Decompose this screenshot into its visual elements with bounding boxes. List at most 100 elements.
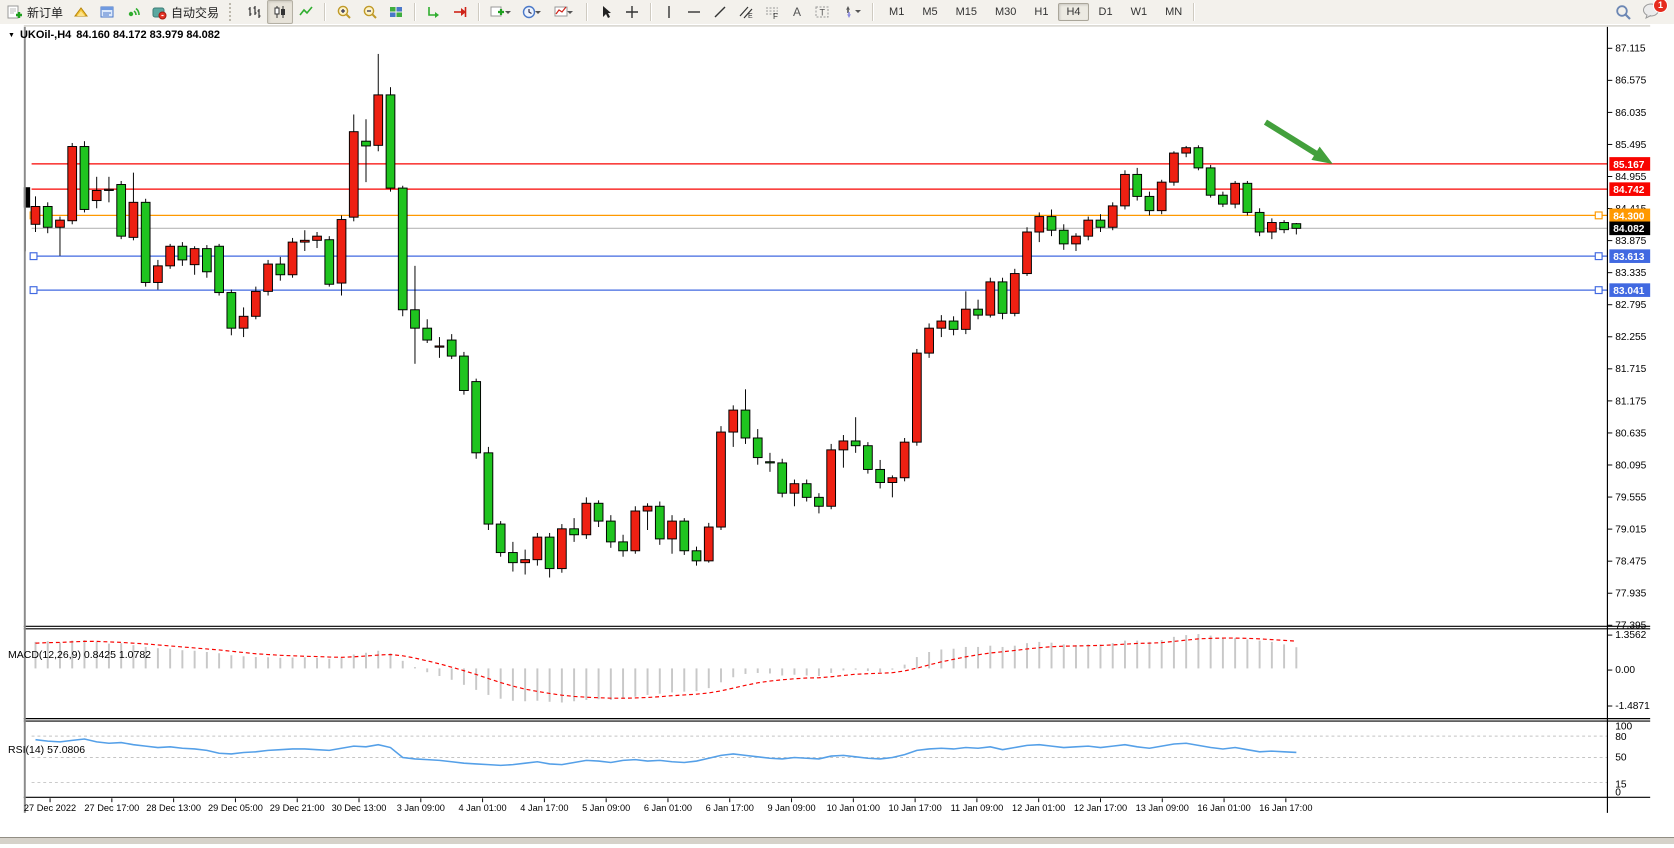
candle-up bbox=[789, 483, 800, 494]
line-handle[interactable] bbox=[1594, 211, 1603, 220]
horizontal-line-button[interactable] bbox=[681, 0, 707, 24]
chart-canvas[interactable]: 87.11586.57586.03585.49584.95584.41583.8… bbox=[0, 24, 1674, 843]
vertical-line-button[interactable] bbox=[657, 0, 681, 24]
toolbar-separator bbox=[650, 3, 653, 21]
periods-button[interactable] bbox=[517, 0, 549, 24]
candle-down bbox=[569, 528, 579, 536]
timeframe-W1[interactable]: W1 bbox=[1130, 6, 1148, 18]
market-watch-button[interactable] bbox=[68, 0, 94, 24]
candle-down bbox=[863, 445, 873, 470]
status-strip bbox=[0, 837, 1674, 844]
candle-down bbox=[850, 440, 861, 447]
toolbar-separator bbox=[586, 3, 589, 21]
chevron-down-icon[interactable]: ▼ bbox=[8, 31, 15, 39]
price-badge bbox=[1609, 221, 1651, 236]
svg-text:A: A bbox=[793, 5, 801, 19]
time-tick-label: 29 Dec 21:00 bbox=[270, 803, 325, 813]
indicators-button[interactable] bbox=[485, 0, 517, 24]
timeframe-M15[interactable]: M15 bbox=[955, 6, 977, 18]
arrow-annotation[interactable] bbox=[1263, 119, 1333, 165]
new-order-label: 新订单 bbox=[27, 5, 64, 20]
bar-chart-button[interactable] bbox=[241, 0, 267, 24]
timeframe-MN[interactable]: MN bbox=[1165, 6, 1183, 18]
candle-up bbox=[104, 188, 114, 191]
zoom-out-button[interactable] bbox=[357, 0, 383, 24]
timeframe-M5[interactable]: M5 bbox=[922, 6, 938, 18]
candle-down bbox=[654, 505, 665, 540]
arrows-button[interactable] bbox=[835, 0, 867, 24]
auto-scroll-button[interactable] bbox=[421, 0, 447, 24]
time-tick-label: 27 Dec 2022 bbox=[24, 803, 76, 813]
line-handle[interactable] bbox=[29, 252, 38, 261]
navigator-button[interactable] bbox=[120, 0, 146, 24]
candle-up bbox=[520, 559, 530, 564]
candle-up bbox=[165, 245, 175, 267]
candle-up bbox=[348, 131, 359, 218]
candle-down bbox=[973, 308, 983, 316]
templates-button[interactable] bbox=[549, 0, 581, 24]
zoom-out-icon bbox=[363, 5, 377, 19]
time-axis[interactable]: 27 Dec 2022 27 Dec 17:00 28 Dec 13:00 29 De… bbox=[24, 798, 1313, 813]
new-order-button[interactable]: 新订单 bbox=[2, 0, 68, 24]
fibonacci-button[interactable]: F bbox=[759, 0, 785, 24]
candle-down bbox=[997, 281, 1008, 314]
candle-up bbox=[1071, 235, 1081, 245]
candle-down bbox=[214, 245, 224, 294]
timeframe-D1[interactable]: D1 bbox=[1098, 6, 1113, 18]
line-handle[interactable] bbox=[29, 286, 38, 295]
candle-down bbox=[1242, 182, 1253, 213]
tile-windows-button[interactable] bbox=[383, 0, 409, 24]
text-label-button[interactable]: T bbox=[809, 0, 835, 24]
vertical-line-icon bbox=[668, 6, 670, 18]
price-badge bbox=[1609, 249, 1651, 263]
timeframe-M30[interactable]: M30 bbox=[995, 6, 1017, 18]
time-tick-label: 12 Jan 01:00 bbox=[1012, 803, 1065, 813]
candle-down bbox=[1144, 195, 1155, 212]
trendline-button[interactable] bbox=[707, 0, 733, 24]
equidistant-channel-button[interactable]: E bbox=[733, 0, 759, 24]
crosshair-icon bbox=[626, 6, 639, 18]
price-tick-label: 86.035 bbox=[1615, 108, 1646, 119]
chart-shift-button[interactable] bbox=[447, 0, 473, 24]
time-tick-label: 12 Jan 17:00 bbox=[1074, 803, 1127, 813]
crosshair-button[interactable] bbox=[619, 0, 645, 24]
new-order-icon bbox=[7, 5, 22, 19]
timeframe-H1[interactable]: H1 bbox=[1034, 6, 1049, 18]
candle-down bbox=[226, 292, 237, 329]
rsi-indicator-label: RSI(14) 57.0806 bbox=[8, 744, 86, 756]
candle-up bbox=[728, 409, 739, 433]
price-axis[interactable]: 87.11586.57586.03585.49584.95584.41583.8… bbox=[1607, 44, 1651, 632]
search-icon[interactable] bbox=[1615, 4, 1632, 21]
zoom-in-button[interactable] bbox=[331, 0, 357, 24]
candle-down bbox=[605, 520, 616, 543]
autotrading-button[interactable]: 自动交易 bbox=[146, 0, 224, 24]
data-window-icon bbox=[100, 6, 114, 18]
price-line-objects[interactable] bbox=[29, 163, 1608, 295]
candle-down bbox=[140, 201, 151, 283]
line-handle[interactable] bbox=[1594, 252, 1603, 261]
data-window-button[interactable] bbox=[94, 0, 120, 24]
text-button[interactable]: A bbox=[785, 0, 809, 24]
candle-down bbox=[593, 502, 604, 522]
candle-up bbox=[1230, 182, 1240, 205]
price-badge-label: 84.300 bbox=[1613, 211, 1644, 222]
timeframe-M1[interactable]: M1 bbox=[889, 6, 905, 18]
macd-indicator-label: MACD(12,26,9) 0.8425 1.0782 bbox=[8, 649, 152, 661]
line-chart-button[interactable] bbox=[293, 0, 319, 24]
line-handle[interactable] bbox=[1594, 286, 1603, 295]
candle-up bbox=[1107, 205, 1118, 228]
timeframe-H4[interactable]: H4 bbox=[1058, 3, 1089, 21]
candle-up bbox=[716, 431, 726, 528]
candle-up bbox=[250, 290, 261, 317]
chart-window: ▼ UKOil-,H4 84.160 84.172 83.979 84.082 … bbox=[0, 24, 1674, 844]
candlestick-chart-button[interactable] bbox=[267, 0, 294, 24]
candle-down bbox=[1193, 147, 1204, 169]
navigator-icon bbox=[128, 7, 140, 17]
candle-up bbox=[30, 205, 41, 225]
toolbar-separator bbox=[478, 3, 481, 21]
templates-icon bbox=[554, 6, 574, 17]
cursor-button[interactable] bbox=[593, 0, 619, 24]
candle-up bbox=[985, 281, 996, 316]
notifications-button[interactable]: 1 bbox=[1642, 0, 1668, 22]
rsi-panel bbox=[35, 738, 1297, 767]
